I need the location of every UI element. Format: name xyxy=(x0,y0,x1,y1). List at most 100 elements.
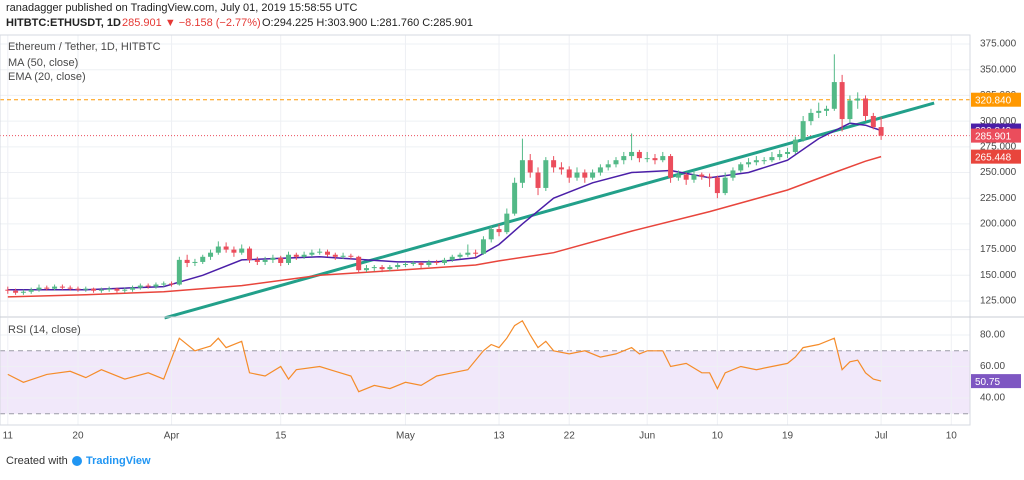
y-tick-label: 375.000 xyxy=(980,39,1017,50)
candle-body xyxy=(254,259,260,262)
candle-body xyxy=(91,288,97,291)
candle-body xyxy=(473,252,479,254)
candle-body xyxy=(332,254,338,257)
candle-body xyxy=(644,158,650,160)
panel-frame xyxy=(0,34,971,426)
candle-body xyxy=(777,154,783,158)
candle-body xyxy=(5,289,11,291)
candle-body xyxy=(558,167,564,170)
candle-body xyxy=(215,246,221,253)
legend-entry: EMA (20, close) xyxy=(8,71,86,83)
candle-body xyxy=(114,288,120,291)
candle-body xyxy=(426,261,432,266)
candle-body xyxy=(660,156,666,161)
rsi-line xyxy=(7,319,882,393)
candle-body xyxy=(699,174,705,177)
candle-body xyxy=(722,177,728,194)
candle-body xyxy=(28,289,34,292)
y-tick-label: 300.000 xyxy=(980,116,1017,127)
y-tick-label: 275.000 xyxy=(980,141,1017,152)
candle-body xyxy=(356,256,362,271)
brand-icon xyxy=(72,456,82,466)
legend-entry: MA (50, close) xyxy=(8,57,78,69)
x-tick-label: 19 xyxy=(782,431,794,442)
candle-body xyxy=(200,256,206,262)
candle-body xyxy=(769,157,775,161)
candle-body xyxy=(847,100,853,120)
candle-body xyxy=(621,156,627,161)
candle-body xyxy=(730,170,736,178)
rsi-band xyxy=(0,350,970,414)
value-tag-label: 285.901 xyxy=(975,131,1012,142)
candle-body xyxy=(340,255,346,257)
x-tick-label: May xyxy=(396,431,415,442)
candle-body xyxy=(465,252,471,255)
candle-body xyxy=(870,115,876,128)
candle-body xyxy=(286,254,292,263)
candle-body xyxy=(691,174,697,180)
candle-body xyxy=(434,261,440,263)
y-tick-label: 250.000 xyxy=(980,167,1017,178)
candle-body xyxy=(668,156,674,178)
candle-body xyxy=(98,289,104,291)
candle-body xyxy=(543,160,549,188)
candle-body xyxy=(348,255,354,257)
candle-body xyxy=(83,288,89,290)
candle-body xyxy=(122,289,128,291)
candle-body xyxy=(574,172,580,178)
candle-body xyxy=(504,213,510,233)
candle-body xyxy=(301,254,307,257)
y-tick-label: 350.000 xyxy=(980,64,1017,75)
candle-body xyxy=(184,259,190,263)
x-tick-label: 22 xyxy=(564,431,576,442)
quote: 285.901 ▼ −8.158 (−2.77%) xyxy=(122,17,261,29)
value-tag xyxy=(971,128,1021,143)
candle-body xyxy=(535,172,541,188)
y-tick-label: 175.000 xyxy=(980,244,1017,255)
candle-body xyxy=(613,160,619,165)
candle-body xyxy=(566,169,572,178)
candle-body xyxy=(317,251,323,253)
candle-body xyxy=(761,160,767,162)
value-tag-label: 320.840 xyxy=(975,95,1012,106)
candle-body xyxy=(278,257,284,263)
candle-body xyxy=(324,251,330,255)
candle-body xyxy=(223,246,229,250)
candle-body xyxy=(239,248,245,253)
candle-body xyxy=(309,252,315,255)
candle-body xyxy=(67,287,73,289)
candle-body xyxy=(270,257,276,260)
candle-body xyxy=(387,267,393,270)
candle-body xyxy=(44,287,50,289)
candle-body xyxy=(792,139,798,152)
author-line: ranadagger published on TradingView.com,… xyxy=(6,2,357,14)
candle-body xyxy=(527,160,533,173)
y-tick-label: 125.000 xyxy=(980,296,1017,307)
x-tick-label: 11 xyxy=(3,431,14,442)
x-tick-label: 20 xyxy=(72,431,84,442)
value-tag-label: 50.75 xyxy=(975,377,1000,388)
ohlc-header: O:294.225 H:303.900 L:281.760 C:285.901 xyxy=(262,17,473,29)
y-tick-label: 225.000 xyxy=(980,193,1017,204)
chart-title: RSI (14, close) xyxy=(8,324,81,336)
candle-body xyxy=(597,167,603,173)
y-tick-label: 60.00 xyxy=(980,361,1005,372)
candle-body xyxy=(707,176,713,178)
value-tag-label: 265.448 xyxy=(975,152,1012,163)
candle-body xyxy=(753,160,759,163)
candle-body xyxy=(738,164,744,171)
candle-body xyxy=(839,82,845,120)
candle-body xyxy=(247,248,253,260)
x-tick-label: 15 xyxy=(275,431,287,442)
candle-body xyxy=(714,177,720,194)
candle-body xyxy=(169,283,175,285)
footer-text: Created with xyxy=(6,455,68,467)
candle-body xyxy=(878,127,884,136)
candle-body xyxy=(652,158,658,161)
candle-body xyxy=(488,229,494,240)
x-tick-label: Apr xyxy=(164,431,180,442)
candle-body xyxy=(519,160,525,183)
candle-body xyxy=(457,254,463,257)
x-tick-label: 10 xyxy=(712,431,724,442)
